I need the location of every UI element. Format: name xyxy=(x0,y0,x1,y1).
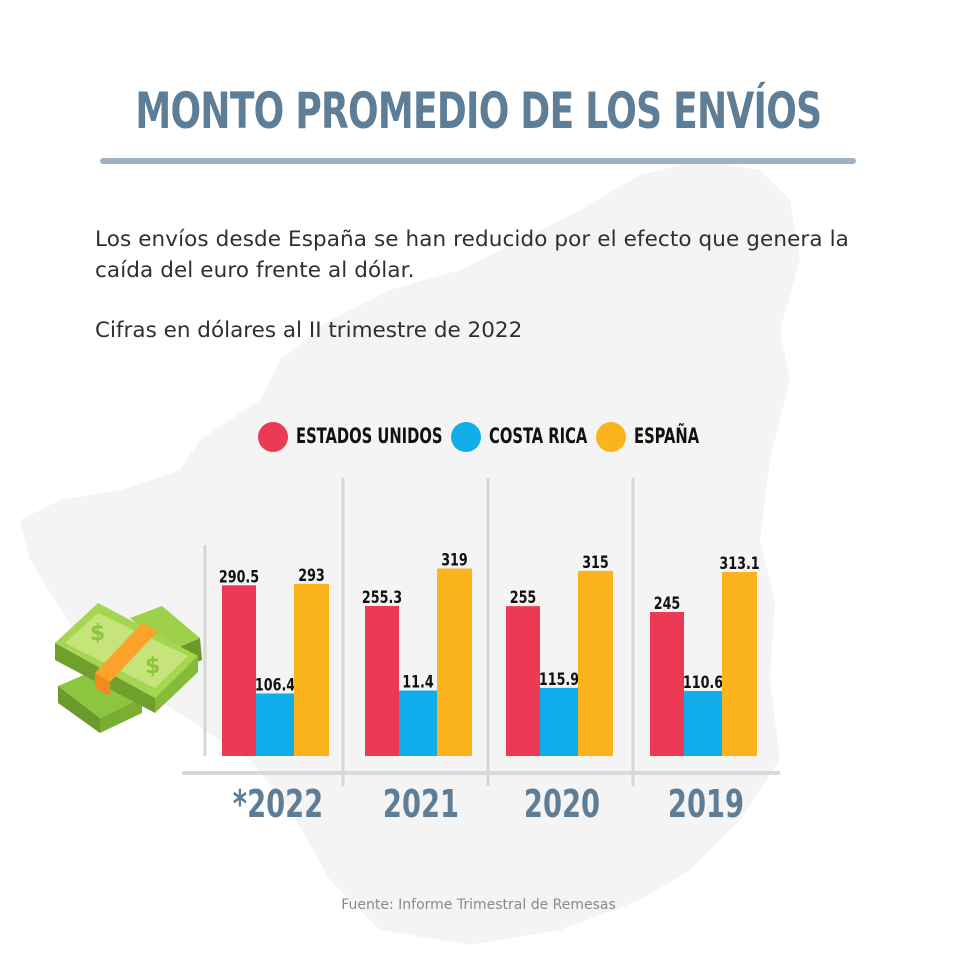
data-label: 110.6 xyxy=(683,672,723,692)
data-label: 245 xyxy=(654,593,681,613)
data-label: 255.3 xyxy=(362,587,402,607)
bar-costa-rica xyxy=(684,691,722,756)
svg-text:$: $ xyxy=(90,621,105,646)
source-note: Fuente: Informe Trimestral de Remesas xyxy=(341,897,616,913)
legend-swatch xyxy=(451,422,481,452)
legend-swatch xyxy=(596,422,626,452)
legend-label: COSTA RICA xyxy=(489,424,588,448)
data-label: 255 xyxy=(510,587,537,607)
legend-swatch xyxy=(258,422,288,452)
svg-text:$: $ xyxy=(145,654,160,679)
units-note: Cifras en dólares al II trimestre de 202… xyxy=(95,318,523,343)
data-label: 319 xyxy=(441,550,468,570)
bar-estados-unidos xyxy=(222,585,256,756)
data-label: 313.1 xyxy=(719,553,759,573)
data-label: 115.9 xyxy=(539,669,579,689)
legend-label: ESPAÑA xyxy=(634,424,700,448)
page-title: MONTO PROMEDIO DE LOS ENVÍOS xyxy=(135,82,822,140)
bar-costa-rica xyxy=(256,693,294,756)
bar-españa xyxy=(437,568,472,756)
bar-españa xyxy=(722,571,757,756)
bar-estados-unidos xyxy=(506,606,540,756)
title-divider xyxy=(100,158,856,164)
x-tick-label: 2019 xyxy=(668,781,744,826)
data-label: 315 xyxy=(582,552,609,572)
bar-costa-rica xyxy=(540,687,578,756)
data-label: 106.4 xyxy=(255,675,295,695)
data-label: 11.4 xyxy=(402,672,433,692)
data-label: 293 xyxy=(298,565,325,585)
bar-españa xyxy=(294,583,329,756)
x-tick-label: 2021 xyxy=(383,781,459,826)
data-label: 290.5 xyxy=(219,566,259,586)
bar-costa-rica xyxy=(399,690,437,756)
description-text: Los envíos desde España se han reducido … xyxy=(95,227,849,283)
x-tick-label: 2020 xyxy=(524,781,600,826)
bar-estados-unidos xyxy=(365,605,399,756)
bar-españa xyxy=(578,570,613,756)
legend-label: ESTADOS UNIDOS xyxy=(296,424,443,448)
bar-estados-unidos xyxy=(650,612,684,756)
money-stack-icon: $ $ xyxy=(55,603,202,733)
x-tick-label: *2022 xyxy=(233,781,323,826)
